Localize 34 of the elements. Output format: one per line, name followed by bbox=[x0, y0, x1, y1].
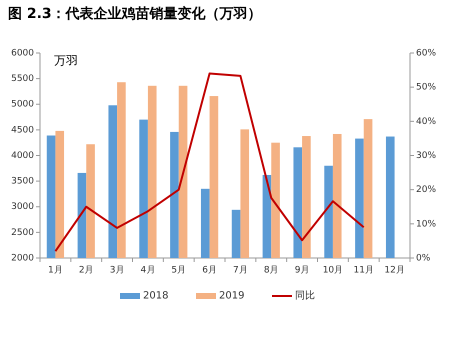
x-tick-label: 4月 bbox=[140, 265, 156, 276]
y-tick-label: 2000 bbox=[11, 253, 34, 264]
x-tick-label: 6月 bbox=[202, 265, 217, 276]
y-axis-title: 万羽 bbox=[54, 53, 78, 68]
y2-tick-label: 20% bbox=[416, 185, 436, 196]
y-tick-label: 4500 bbox=[11, 125, 34, 136]
y-tick-label: 2500 bbox=[11, 228, 34, 238]
x-tick-label: 9月 bbox=[294, 265, 310, 276]
y2-tick-label: 40% bbox=[416, 116, 436, 127]
x-tick-label: 11月 bbox=[354, 265, 374, 276]
legend-label: 2018 bbox=[143, 290, 168, 302]
x-tick-label: 3月 bbox=[110, 265, 124, 276]
y-tick-label: 3500 bbox=[11, 176, 34, 187]
x-tick-label: 7月 bbox=[233, 265, 248, 276]
legend-label: 2019 bbox=[219, 290, 244, 302]
x-tick-label: 10月 bbox=[322, 265, 344, 276]
y2-tick-label: 10% bbox=[416, 219, 436, 230]
y-tick-label: 5500 bbox=[11, 74, 34, 84]
x-tick-label: 12月 bbox=[384, 265, 405, 276]
line-series bbox=[54, 72, 365, 252]
y-tick-label: 3000 bbox=[11, 202, 34, 212]
x-tick-label: 2月 bbox=[78, 265, 94, 276]
legend-label: 同比 bbox=[295, 290, 315, 302]
x-tick-label: 8月 bbox=[264, 265, 279, 276]
y2-tick-label: 0% bbox=[416, 253, 431, 264]
x-tick-label: 5月 bbox=[171, 265, 186, 276]
y2-tick-label: 60% bbox=[416, 48, 436, 58]
y2-tick-label: 30% bbox=[416, 150, 436, 161]
y-tick-label: 4000 bbox=[11, 150, 34, 161]
y-tick-label: 6000 bbox=[11, 48, 34, 58]
y-tick-label: 5000 bbox=[11, 100, 34, 110]
chart-title: 图 2.3：代表企业鸡苗销量变化（万羽） bbox=[8, 4, 262, 22]
y2-tick-label: 50% bbox=[416, 82, 436, 93]
x-tick-label: 1月 bbox=[48, 265, 63, 276]
